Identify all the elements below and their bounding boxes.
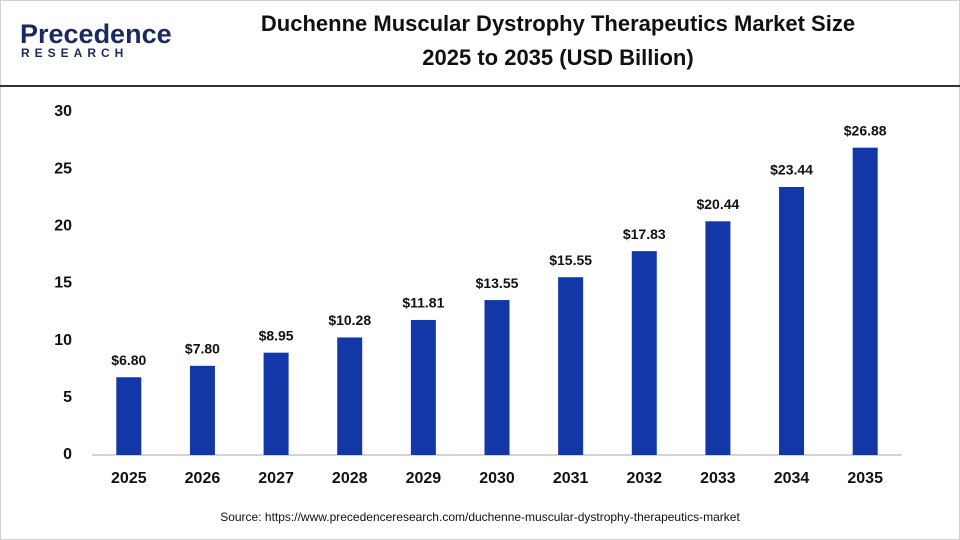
bar	[705, 221, 731, 455]
y-tick-label: 25	[54, 160, 72, 177]
value-label: $17.83	[623, 226, 666, 242]
value-label: $7.80	[185, 341, 220, 357]
value-label: $20.44	[696, 196, 739, 212]
value-label: $26.88	[844, 122, 887, 138]
value-label: $6.80	[111, 352, 146, 368]
value-label: $10.28	[328, 312, 371, 328]
bar	[631, 251, 657, 455]
bar	[852, 147, 878, 455]
y-tick-label: 20	[54, 218, 72, 235]
x-tick-label: 2029	[406, 470, 442, 487]
x-tick-label: 2035	[847, 470, 883, 487]
value-label: $11.81	[402, 295, 444, 311]
value-label: $13.55	[476, 275, 519, 291]
x-tick-label: 2032	[626, 470, 662, 487]
y-tick-label: 15	[54, 275, 72, 292]
value-label: $15.55	[549, 252, 592, 268]
value-label: $23.44	[770, 162, 813, 178]
x-tick-label: 2033	[700, 470, 736, 487]
logo-name: Precedence	[20, 19, 172, 49]
x-tick-label: 2026	[185, 470, 221, 487]
x-tick-label: 2025	[111, 470, 147, 487]
y-tick-label: 0	[63, 446, 72, 463]
source: Source: https://www.precedenceresearch.c…	[220, 510, 740, 524]
chart-subtitle: 2025 to 2035 (USD Billion)	[422, 45, 693, 70]
x-tick-label: 2028	[332, 470, 368, 487]
bar	[484, 300, 510, 455]
x-tick-label: 2030	[479, 470, 515, 487]
bar	[116, 377, 142, 455]
bar	[779, 187, 805, 455]
value-label: $8.95	[259, 327, 294, 343]
bar	[410, 319, 436, 455]
chart-title: Duchenne Muscular Dystrophy Therapeutics…	[261, 11, 855, 36]
y-tick-label: 10	[54, 332, 72, 349]
logo-tagline: RESEARCH	[21, 46, 128, 60]
bar	[263, 352, 289, 455]
bar	[558, 277, 584, 455]
bar	[337, 337, 363, 455]
bar	[189, 365, 215, 455]
y-tick-label: 5	[63, 389, 72, 406]
x-tick-label: 2027	[258, 470, 294, 487]
x-tick-label: 2031	[553, 470, 589, 487]
x-tick-label: 2034	[774, 470, 810, 487]
y-tick-label: 30	[54, 103, 72, 120]
